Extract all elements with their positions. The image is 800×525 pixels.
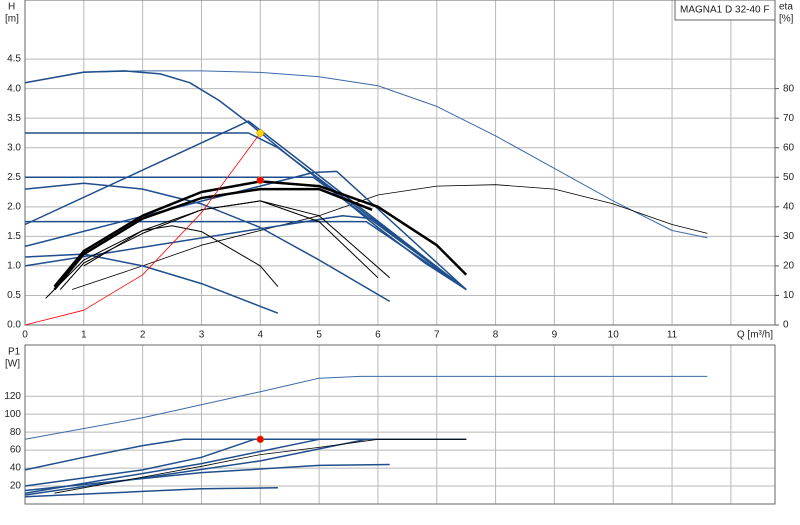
y-tick-label: 4.0 — [7, 83, 21, 94]
y-tick-label: 1.5 — [7, 231, 21, 242]
x-tick-label: 2 — [140, 330, 146, 341]
x-tick-label: 5 — [316, 330, 322, 341]
y-tick-label: 100 — [4, 409, 21, 420]
y2-tick-label: 80 — [783, 83, 795, 94]
y-tick-label: 0.0 — [7, 320, 21, 331]
x-tick-label: 9 — [552, 330, 558, 341]
x-tick-label: 1 — [81, 330, 87, 341]
y2-tick-label: 60 — [783, 142, 795, 153]
x-tick-label: 6 — [375, 330, 381, 341]
y-tick-label: 1.0 — [7, 261, 21, 272]
y-tick-label: 40 — [10, 463, 22, 474]
plot-frame — [24, 344, 776, 505]
y-tick-label: 80 — [10, 427, 22, 438]
y-axis-label: H — [8, 2, 15, 13]
y2-tick-label: 20 — [783, 261, 795, 272]
y-axis-label: P1 — [8, 347, 21, 358]
y-tick-label: 4.5 — [7, 54, 21, 65]
y-tick-label: 3.5 — [7, 113, 21, 124]
curve — [24, 132, 261, 326]
plot-frame — [24, 0, 776, 326]
curve — [24, 214, 467, 291]
y2-tick-label: 40 — [783, 201, 795, 212]
curve — [59, 200, 379, 290]
x-tick-label: 3 — [199, 330, 205, 341]
y-tick-label: 3.0 — [7, 142, 21, 153]
operating-point — [256, 129, 265, 137]
curve — [24, 70, 467, 291]
x-axis-label: Q [m³/h] — [737, 330, 773, 341]
y2-tick-label: 30 — [783, 231, 795, 242]
curve — [24, 375, 708, 440]
curve — [24, 463, 390, 492]
x-tick-label: 11 — [667, 330, 678, 341]
curve — [24, 253, 279, 314]
y2-tick-label: 10 — [783, 290, 795, 301]
curve — [24, 120, 467, 291]
curve — [25, 176, 467, 291]
curve — [24, 70, 708, 239]
y-tick-label: 0.5 — [7, 290, 21, 301]
curve — [71, 184, 708, 290]
y-tick-label: 2.0 — [7, 201, 21, 212]
x-tick-label: 8 — [493, 330, 499, 341]
curve — [53, 187, 373, 291]
y-tick-label: 20 — [10, 481, 22, 492]
y2-axis-unit: [%] — [779, 14, 794, 25]
x-tick-label: 10 — [608, 330, 620, 341]
chart-title: MAGNA1 D 32-40 F — [680, 5, 769, 16]
y2-tick-label: 70 — [783, 113, 795, 124]
y2-tick-label: 0 — [783, 320, 789, 331]
y-tick-label: 60 — [10, 445, 22, 456]
curve — [54, 438, 467, 494]
operating-point — [256, 176, 265, 184]
y-axis-unit: [m] — [5, 14, 19, 25]
title-box — [674, 0, 776, 21]
y-tick-label: 120 — [4, 391, 21, 402]
curve — [24, 182, 391, 303]
y2-tick-label: 50 — [783, 172, 795, 183]
curve — [24, 487, 278, 498]
x-tick-label: 4 — [258, 330, 264, 341]
x-tick-label: 7 — [434, 330, 440, 341]
y-axis-unit: [W] — [5, 359, 20, 370]
y2-axis-label: eta — [779, 2, 793, 13]
operating-point — [256, 435, 265, 444]
y-tick-label: 2.5 — [7, 172, 21, 183]
x-tick-label: 0 — [22, 330, 28, 341]
